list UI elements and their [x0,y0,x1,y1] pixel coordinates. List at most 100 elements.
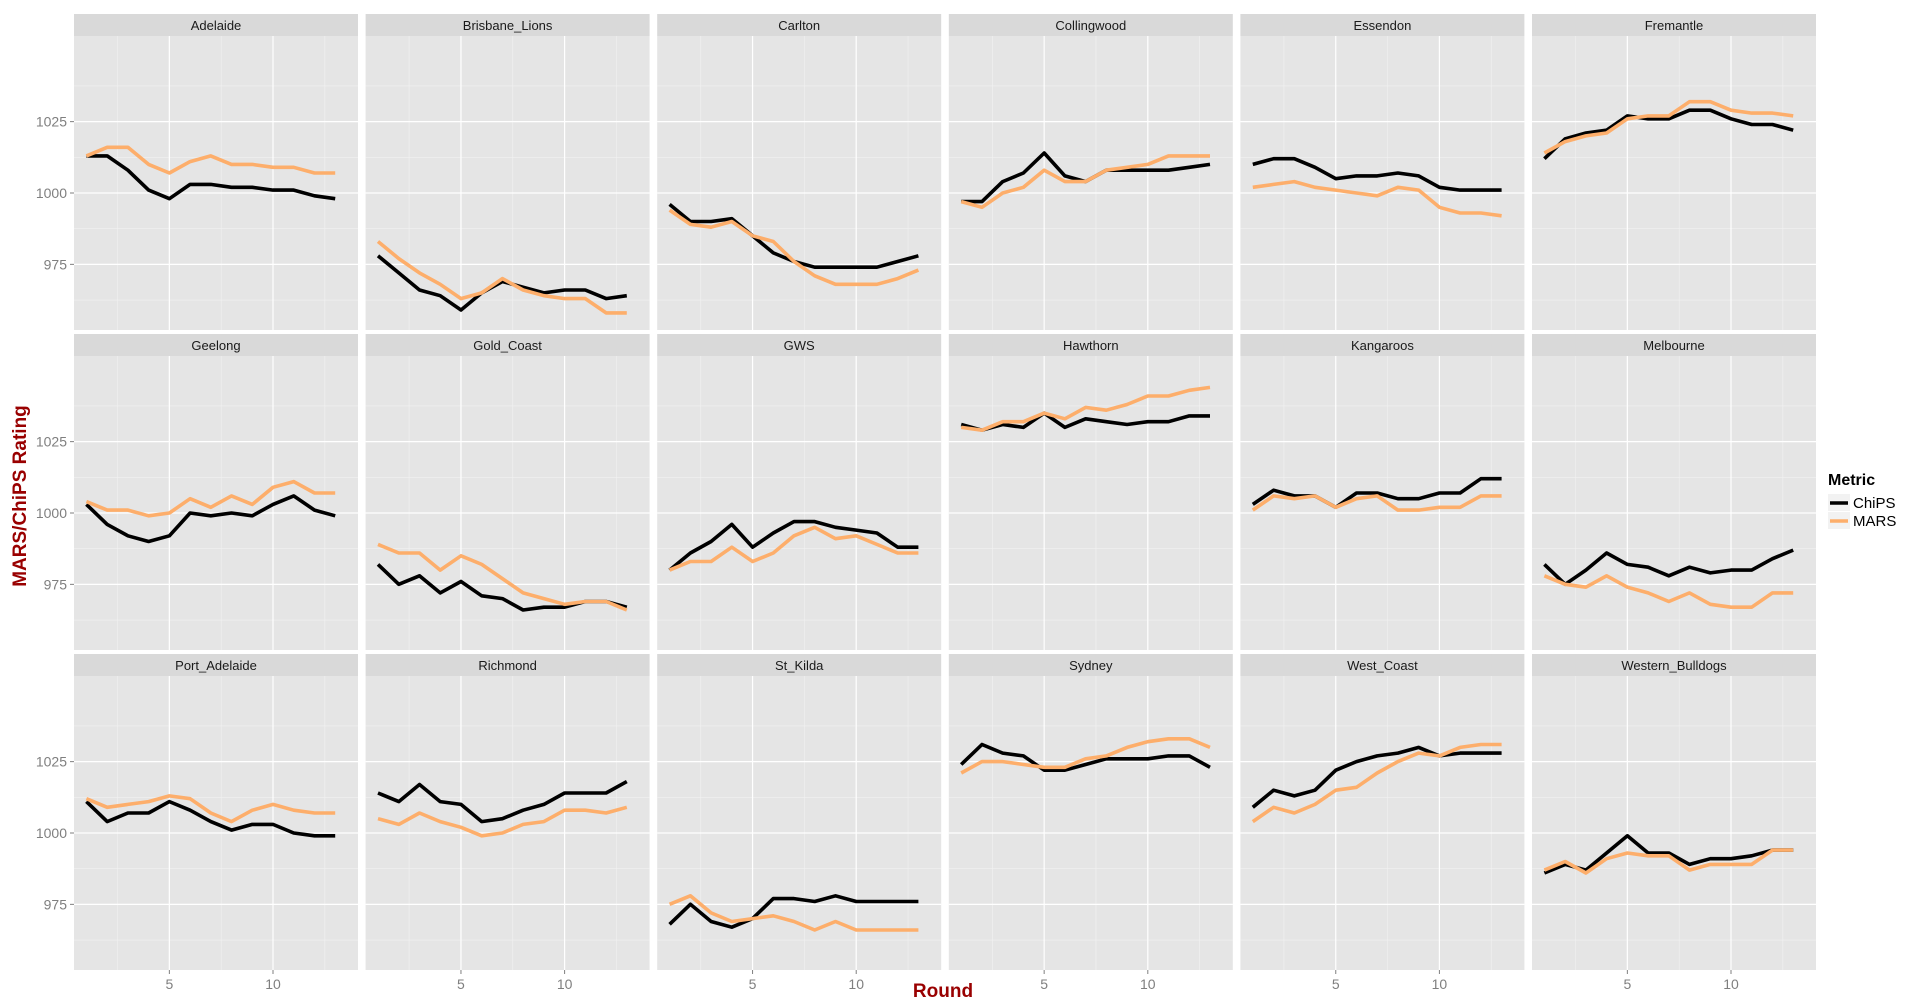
facet-strip-label: Gold_Coast [473,338,542,353]
series-line-mars [1252,179,1502,218]
y-tick-label: 975 [44,896,68,912]
series-line-chips [1543,108,1794,161]
facet-strip [948,334,1233,356]
facet-strip [1240,334,1525,356]
series-line-chips [1252,156,1502,192]
series-line-mars [85,145,336,175]
facet-strip-label: Essendon [1353,18,1411,33]
series-line-chips [960,411,1210,432]
legend-label-mars: MARS [1853,513,1896,530]
panel-background [365,676,650,970]
series-line-mars [377,542,628,612]
series-line-mars [377,805,628,838]
panel-background [657,676,942,970]
facet-panel: Adelaide [74,14,358,330]
axes: 975 1000 1025 975 1000 1025 975 1000 1025 5 10 5 10 5… [36,114,1739,992]
series-line-chips [85,799,336,838]
facet-strip-label: St_Kilda [775,658,824,673]
facet-strip [1532,654,1816,676]
facet-strip [74,14,358,36]
facet-panel: Collingwood [948,14,1233,330]
facet-strip [948,14,1233,36]
series-line-mars [1251,742,1502,824]
series-line-mars [668,894,919,932]
facet-strip-label: Collingwood [1055,18,1126,33]
legend-title: Metric [1828,472,1875,489]
panel-background [74,36,358,330]
x-tick-label: 10 [557,976,573,992]
facet-grid: Adelaide Brisbane_Lions Carlton Collingwood… [74,14,1816,970]
facet-panel: Essendon [1240,14,1525,330]
facet-panel: Richmond [365,654,650,970]
facet-strip [657,14,942,36]
x-tick-label: 10 [848,976,864,992]
facet-panel: Gold_Coast [365,334,650,650]
facet-strip [657,334,942,356]
series-line-chips [376,254,628,312]
facet-panel: GWS [657,334,942,650]
series-line-mars [960,154,1210,210]
facet-strip-label: GWS [784,338,815,353]
facet-strip [365,14,650,36]
panel-background [948,676,1233,970]
panel-background [657,36,942,330]
facet-panel: Fremantle [1532,14,1816,330]
facet-strip-label: West_Coast [1347,658,1418,673]
facet-panel: Sydney [948,654,1233,970]
x-tick-label: 5 [165,976,173,992]
series-line-chips [86,154,336,201]
facet-strip [657,654,942,676]
y-tick-label: 1025 [36,114,67,130]
facet-strip-label: Richmond [478,658,537,673]
facet-strip [1532,14,1816,36]
facet-strip-label: Geelong [191,338,240,353]
x-axis-title: Round [913,981,973,1002]
series-line-chips [959,742,1211,772]
panel-background [657,356,942,650]
facet-panel: St_Kilda [657,654,942,970]
facet-strip [365,334,650,356]
facet-strip [74,654,358,676]
x-tick-label: 5 [457,976,465,992]
x-tick-label: 5 [1040,976,1048,992]
panel-background [365,356,650,650]
series-line-chips [1251,745,1502,809]
facet-strip-label: Hawthorn [1063,338,1119,353]
series-line-mars [1543,99,1794,155]
y-tick-label: 975 [44,256,68,272]
facet-strip [1240,14,1525,36]
series-line-chips [668,894,919,929]
series-line-mars [668,208,920,287]
x-tick-label: 5 [749,976,757,992]
series-line-chips [668,519,919,572]
panel-background [948,356,1233,650]
x-tick-label: 5 [1332,976,1340,992]
facet-strip [948,654,1233,676]
series-line-mars [1543,574,1794,609]
series-line-mars [1251,494,1502,512]
facet-strip-label: Carlton [778,18,820,33]
facet-strip [74,334,358,356]
panel-background [1532,356,1816,650]
x-tick-label: 10 [1140,976,1156,992]
facet-strip-label: Fremantle [1645,18,1704,33]
panel-background [1532,36,1816,330]
facet-strip [365,654,650,676]
facet-strip-label: Brisbane_Lions [463,18,553,33]
panel-background [1240,356,1525,650]
y-axis-title: MARS/ChiPS Rating [10,405,31,587]
y-tick-label: 1000 [36,505,67,521]
y-tick-label: 1000 [36,825,67,841]
facet-strip-label: Western_Bulldogs [1621,658,1727,673]
facet-strip [1240,654,1525,676]
facet-panel: Port_Adelaide [74,654,358,970]
y-tick-label: 975 [44,576,68,592]
facet-panel: Carlton [657,14,942,330]
facet-strip-label: Melbourne [1643,338,1704,353]
panel-background [1240,676,1525,970]
facet-panel: Melbourne [1532,334,1816,650]
legend-label-chips: ChiPS [1853,495,1896,512]
x-tick-label: 10 [265,976,281,992]
